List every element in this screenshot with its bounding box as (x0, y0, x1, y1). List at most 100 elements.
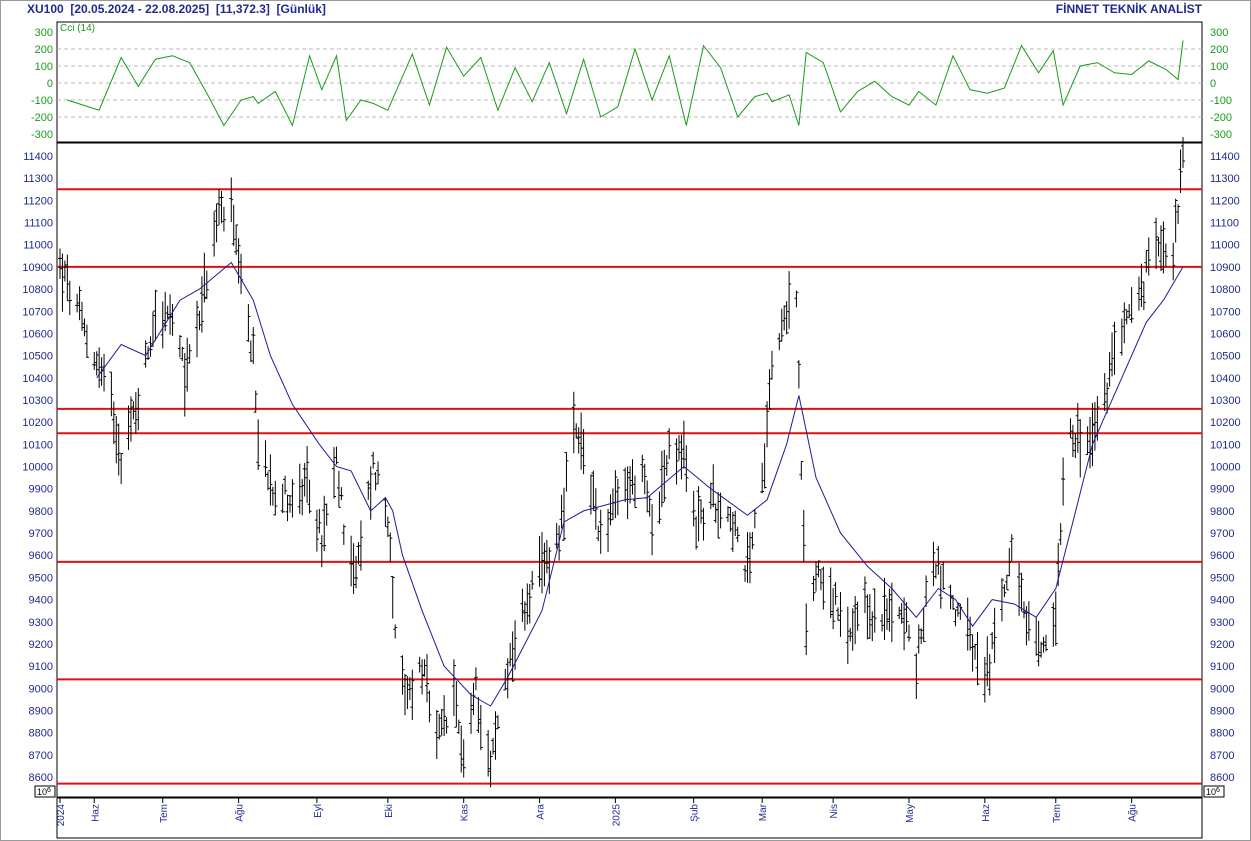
price-bar (356, 542, 361, 565)
price-bar (608, 494, 613, 526)
price-bar (811, 575, 816, 601)
price-bar (1073, 433, 1078, 459)
date-range-label: [20.05.2024 - 22.08.2025] (70, 2, 210, 16)
price-bar (77, 286, 82, 321)
price-bar (674, 438, 679, 485)
price-bar (92, 351, 97, 370)
x-tick-label: Ara (536, 804, 547, 820)
price-bar (1007, 548, 1012, 577)
price-bar (1178, 149, 1183, 193)
price-bar (349, 535, 354, 587)
price-tick-right: 10300 (1210, 395, 1241, 407)
cci-tick-left: -300 (31, 129, 53, 141)
price-bar (708, 482, 713, 510)
price-bar (1043, 634, 1048, 652)
price-tick-right: 9700 (1210, 528, 1234, 540)
price-bar (1124, 309, 1129, 325)
price-bar (136, 387, 141, 431)
x-axis-area (56, 797, 1203, 839)
price-bar (427, 690, 432, 723)
price-bar (202, 252, 207, 303)
price-bar (919, 628, 924, 644)
x-axis: 2024 Haz Tem Ağu Eyl Eki Kas Ara 2025 Şub Mar Nis Ma… (56, 797, 1203, 839)
scale-label-right: 106 (1206, 787, 1220, 797)
price-tick-left: 10300 (22, 395, 53, 407)
price-bar (814, 561, 819, 592)
price-bar (559, 494, 564, 529)
cci-tick-right: 0 (1210, 78, 1216, 90)
price-bar (1036, 620, 1041, 667)
price-bar (1090, 403, 1095, 467)
price-bar (393, 624, 398, 639)
price-bar (628, 466, 633, 504)
price-bar (437, 713, 442, 740)
price-tick-right: 11400 (1210, 151, 1240, 163)
price-bar (153, 289, 158, 341)
price-bar (133, 392, 138, 434)
price-bar (265, 471, 270, 491)
price-tick-left: 9900 (29, 484, 53, 496)
price-bar (992, 607, 997, 664)
price-bar (745, 532, 750, 583)
price-bar (530, 570, 535, 590)
price-bar (1171, 242, 1176, 281)
price-bar (508, 642, 513, 667)
price-bar (305, 445, 310, 503)
price-bar (588, 474, 593, 515)
price-bar (495, 715, 500, 730)
price-bar (743, 564, 748, 582)
price-bar (787, 271, 792, 329)
price-bar (385, 516, 390, 537)
price-bar (322, 495, 327, 552)
x-tick-label: Nis (829, 804, 840, 818)
price-bar (1119, 318, 1124, 356)
price-bar (762, 443, 767, 489)
price-bar (933, 563, 938, 579)
price-bar (833, 582, 838, 605)
price-tick-left: 8600 (29, 772, 53, 784)
price-bar (332, 447, 337, 499)
price-bar (828, 567, 833, 619)
price-bar (109, 371, 114, 417)
price-bar (324, 503, 329, 526)
price-bar (1009, 534, 1014, 562)
price-tick-left: 11300 (23, 173, 53, 185)
price-tick-right: 9200 (1210, 639, 1234, 651)
price-bar (914, 653, 919, 699)
price-bar (1024, 606, 1029, 646)
price-bar (491, 737, 496, 755)
price-bar (1154, 217, 1159, 270)
price-bar (973, 644, 978, 660)
price-bar (735, 526, 740, 543)
price-bar (229, 177, 234, 223)
price-panel: 11400 11400 11300 11300 11200 11200 11100 11100… (22, 136, 1241, 798)
price-tick-left: 11100 (24, 218, 53, 230)
price-bar (784, 301, 789, 335)
price-bar (804, 603, 809, 656)
cci-panel: 300 300 200 200 100 100 0 0 -100 -100 -200 -200 -300… (31, 21, 1232, 143)
price-tick-left: 10200 (22, 417, 53, 429)
price-bar (351, 543, 356, 594)
price-bar (300, 479, 305, 516)
cci-name-label: Cci (14) (60, 23, 95, 34)
price-bar (493, 711, 498, 760)
price-bar (1146, 237, 1151, 276)
price-bar (268, 454, 273, 506)
price-bar (711, 464, 716, 508)
price-bar (936, 546, 941, 575)
price-bar (62, 260, 67, 282)
price-bar (461, 739, 466, 778)
price-bar (899, 602, 904, 624)
price-bar (862, 576, 867, 614)
price-bar (270, 486, 275, 506)
cci-tick-right: -100 (1210, 95, 1232, 107)
moving-average-line (96, 261, 1184, 707)
price-bar (400, 655, 405, 695)
price-tick-left: 10100 (22, 439, 53, 451)
price-bar (84, 324, 89, 359)
price-bar (297, 463, 302, 514)
price-bar (503, 668, 508, 691)
price-bar (782, 305, 787, 331)
price-bar (1068, 418, 1073, 439)
price-bar (750, 532, 755, 550)
